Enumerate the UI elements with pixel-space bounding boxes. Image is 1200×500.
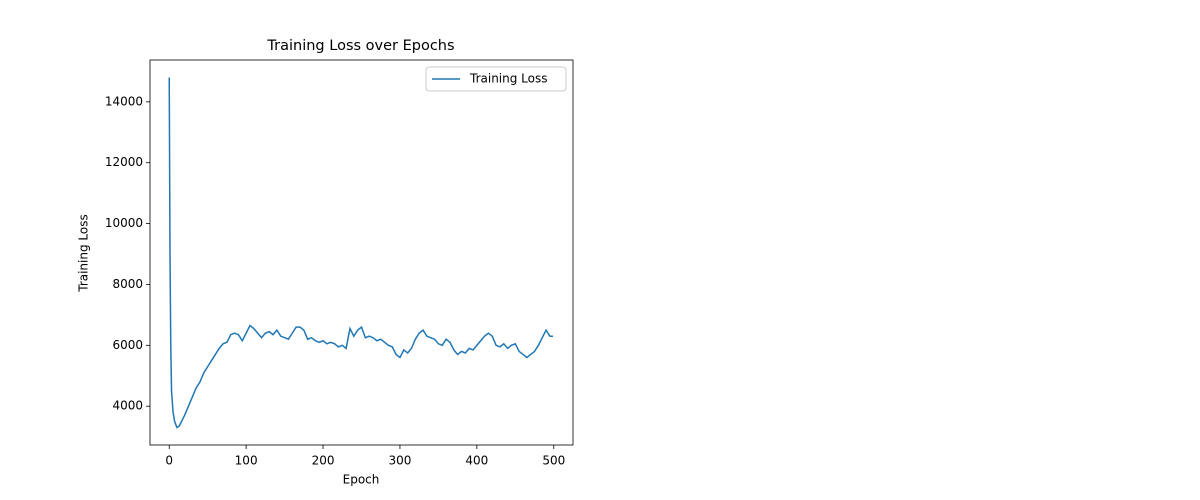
y-tick-label: 4000 bbox=[112, 399, 143, 413]
x-tick-label: 200 bbox=[312, 454, 335, 468]
y-tick-label: 6000 bbox=[112, 338, 143, 352]
axes-frame bbox=[149, 59, 574, 446]
x-tick-label: 400 bbox=[465, 454, 488, 468]
y-tick-label: 12000 bbox=[105, 155, 143, 169]
y-tick-label: 14000 bbox=[105, 94, 143, 108]
chart-title: Training Loss over Epochs bbox=[266, 38, 454, 54]
x-tick-label: 0 bbox=[165, 454, 173, 468]
x-axis-label: Epoch bbox=[343, 473, 380, 487]
y-tick-label: 10000 bbox=[105, 216, 143, 230]
y-tick-label: 8000 bbox=[112, 277, 143, 291]
y-axis-label: Training Loss bbox=[77, 214, 91, 292]
legend-label: Training Loss bbox=[469, 72, 547, 86]
x-tick-label: 500 bbox=[542, 454, 565, 468]
data-line bbox=[168, 77, 553, 429]
legend-box bbox=[425, 66, 567, 92]
x-tick-label: 100 bbox=[235, 454, 258, 468]
x-tick-label: 300 bbox=[389, 454, 412, 468]
